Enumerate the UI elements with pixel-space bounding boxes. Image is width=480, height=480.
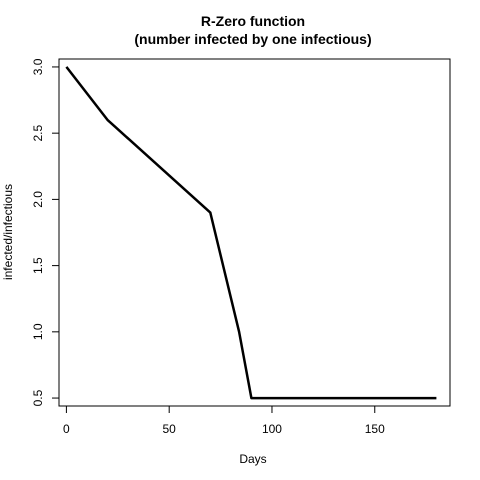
x-tick-label: 50 bbox=[163, 422, 177, 436]
y-tick-label: 3.0 bbox=[31, 58, 45, 75]
y-axis: 0.5 1.0 1.5 2.0 2.5 3.0 bbox=[31, 58, 60, 406]
chart-title: R-Zero function bbox=[201, 13, 305, 29]
y-axis-label: infected/infectious bbox=[1, 184, 15, 280]
x-axis: 0 50 100 150 bbox=[63, 405, 385, 436]
x-tick-label: 150 bbox=[365, 422, 385, 436]
plot-frame bbox=[58, 58, 451, 407]
y-tick-label: 1.5 bbox=[31, 257, 45, 274]
x-axis-label: Days bbox=[239, 452, 266, 466]
y-tick-label: 1.0 bbox=[31, 323, 45, 340]
series-layer bbox=[65, 66, 437, 400]
y-tick-label: 2.0 bbox=[31, 191, 45, 208]
y-tick-label: 0.5 bbox=[31, 389, 45, 406]
series-line-0 bbox=[65, 66, 437, 400]
chart-subtitle: (number infected by one infectious) bbox=[134, 31, 371, 47]
x-tick-label: 0 bbox=[63, 422, 70, 436]
y-tick-label: 2.5 bbox=[31, 125, 45, 142]
x-tick-label: 100 bbox=[262, 422, 282, 436]
